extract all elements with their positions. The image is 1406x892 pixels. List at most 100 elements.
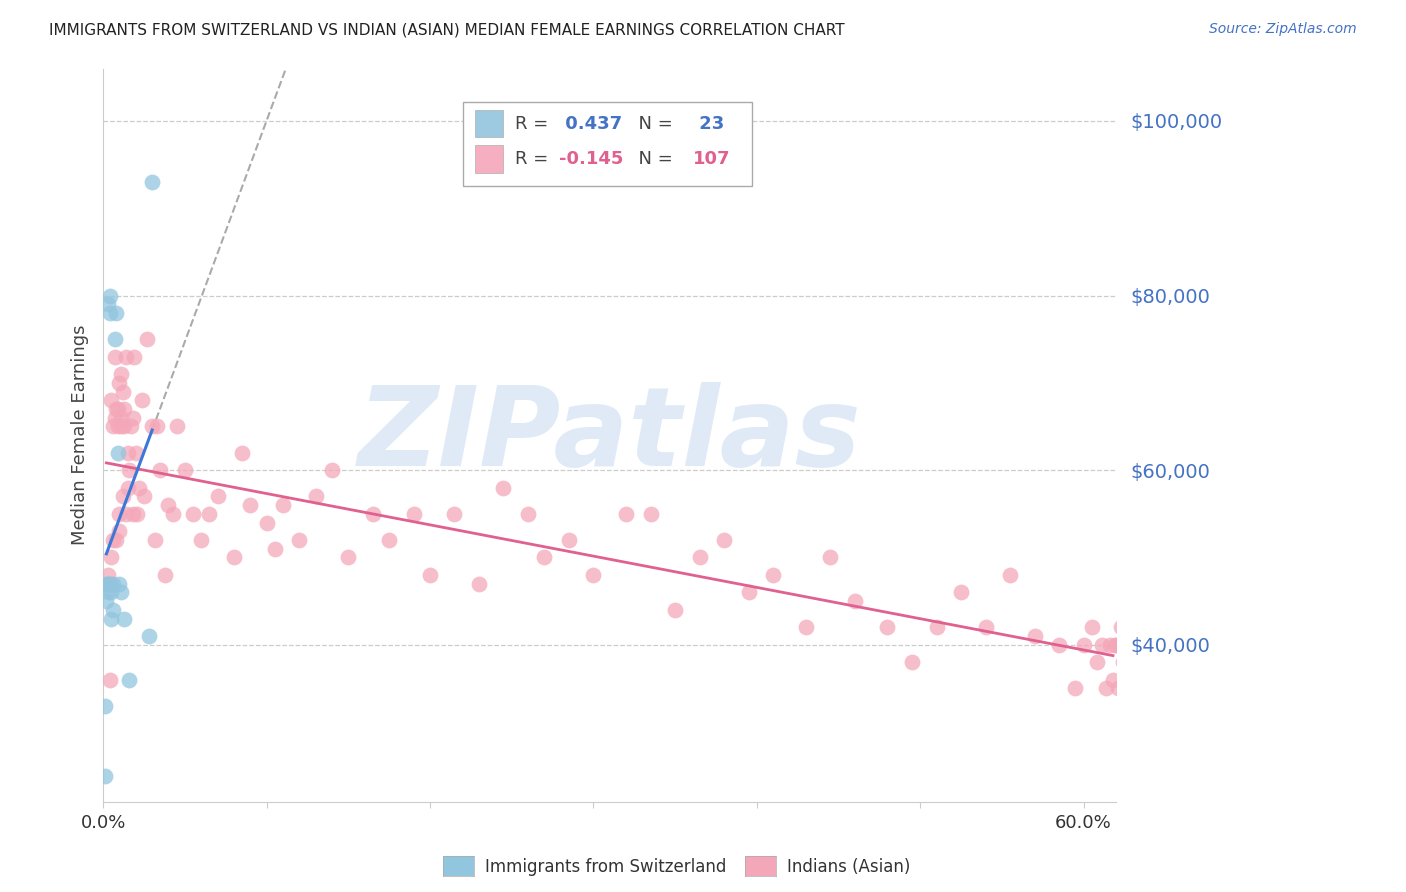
Point — [614, 507, 637, 521]
Text: -0.145: -0.145 — [560, 150, 623, 168]
Point — [98, 673, 121, 687]
Point — [112, 402, 135, 417]
Point — [107, 445, 129, 459]
Text: R =: R = — [516, 150, 554, 168]
Point — [101, 603, 124, 617]
Point — [100, 611, 122, 625]
Point — [181, 507, 204, 521]
Point — [107, 419, 129, 434]
Point — [122, 350, 145, 364]
Point — [96, 576, 118, 591]
Point — [974, 620, 997, 634]
Point — [1116, 690, 1139, 705]
Point — [517, 507, 540, 521]
Point — [125, 445, 148, 459]
Point — [115, 350, 138, 364]
Point — [105, 533, 128, 547]
Point — [166, 419, 188, 434]
Text: IMMIGRANTS FROM SWITZERLAND VS INDIAN (ASIAN) MEDIAN FEMALE EARNINGS CORRELATION: IMMIGRANTS FROM SWITZERLAND VS INDIAN (A… — [49, 22, 845, 37]
Point — [713, 533, 735, 547]
Text: Immigrants from Switzerland: Immigrants from Switzerland — [485, 858, 727, 876]
Point — [1108, 638, 1130, 652]
Point — [173, 463, 195, 477]
Point — [108, 576, 131, 591]
Point — [1112, 655, 1135, 669]
Point — [1109, 620, 1132, 634]
Point — [100, 550, 122, 565]
Point — [94, 698, 117, 713]
Point — [155, 568, 177, 582]
Point — [1105, 638, 1128, 652]
Point — [98, 576, 121, 591]
Point — [108, 524, 131, 539]
Point — [419, 568, 441, 582]
Point — [100, 585, 122, 599]
Point — [138, 629, 160, 643]
Point — [304, 489, 326, 503]
Point — [157, 498, 180, 512]
Point — [640, 507, 662, 521]
Point — [97, 568, 120, 582]
Point — [998, 568, 1021, 582]
Point — [378, 533, 401, 547]
Text: 23: 23 — [693, 114, 724, 133]
Point — [97, 576, 120, 591]
Point — [198, 507, 221, 521]
Point — [117, 481, 139, 495]
Point — [98, 288, 121, 302]
Point — [925, 620, 948, 634]
Point — [111, 384, 134, 399]
Point — [112, 611, 135, 625]
Point — [105, 306, 128, 320]
Point — [128, 481, 150, 495]
Point — [115, 507, 138, 521]
Point — [100, 393, 122, 408]
Point — [256, 516, 278, 530]
Point — [1064, 681, 1087, 696]
Point — [239, 498, 262, 512]
Point — [149, 463, 172, 477]
Point — [110, 585, 132, 599]
Text: R =: R = — [516, 114, 554, 133]
Point — [110, 410, 132, 425]
Point — [145, 533, 167, 547]
Point — [132, 489, 155, 503]
Point — [1024, 629, 1046, 643]
Point — [222, 550, 245, 565]
Point — [110, 419, 132, 434]
Point — [1107, 681, 1129, 696]
Point — [901, 655, 924, 669]
Point — [582, 568, 605, 582]
Point — [1047, 638, 1070, 652]
Point — [141, 175, 163, 189]
Point — [136, 332, 159, 346]
Point — [98, 576, 121, 591]
Point — [1085, 655, 1108, 669]
Text: Source: ZipAtlas.com: Source: ZipAtlas.com — [1209, 22, 1357, 37]
Point — [321, 463, 343, 477]
Point — [120, 419, 142, 434]
Point — [146, 419, 169, 434]
Point — [794, 620, 817, 634]
Point — [533, 550, 555, 565]
Point — [127, 507, 149, 521]
Point — [97, 585, 120, 599]
Y-axis label: Median Female Earnings: Median Female Earnings — [72, 325, 89, 546]
Point — [844, 594, 866, 608]
Point — [820, 550, 842, 565]
Point — [664, 603, 686, 617]
Point — [1090, 638, 1112, 652]
Point — [1114, 638, 1136, 652]
Point — [1095, 681, 1118, 696]
Point — [1080, 620, 1102, 634]
Point — [288, 533, 311, 547]
Point — [141, 419, 163, 434]
Text: N =: N = — [627, 150, 679, 168]
Point — [1102, 673, 1125, 687]
Point — [231, 445, 253, 459]
Text: N =: N = — [627, 114, 679, 133]
Point — [876, 620, 898, 634]
Point — [107, 402, 129, 417]
FancyBboxPatch shape — [475, 110, 503, 137]
Point — [1098, 638, 1121, 652]
